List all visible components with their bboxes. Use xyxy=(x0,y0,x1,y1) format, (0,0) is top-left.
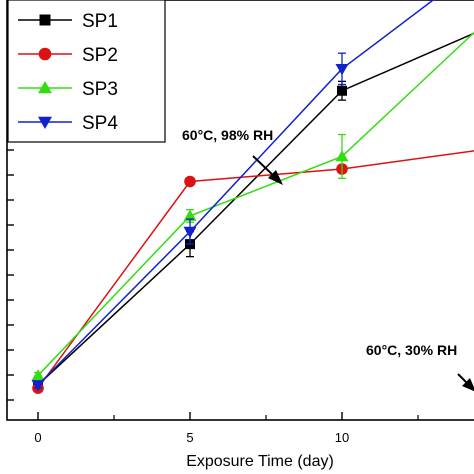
x-axis-title: Exposure Time (day) xyxy=(186,453,334,470)
legend-label: SP4 xyxy=(82,113,118,134)
x-axis-ticks: 0 5 10 xyxy=(34,412,419,445)
data-point xyxy=(335,149,349,162)
legend-marker xyxy=(38,47,52,61)
x-tick-label: 0 xyxy=(34,430,41,445)
annotation-98rh-arrowhead xyxy=(268,170,283,185)
plot-frame xyxy=(6,0,474,421)
legend-item-sp2: SP2 xyxy=(18,45,118,66)
annotation-30rh: 60°C, 30% RH xyxy=(366,342,474,392)
legend-marker xyxy=(38,81,52,94)
data-point xyxy=(184,175,196,188)
data-point xyxy=(183,226,197,239)
annotation-98rh-text: 60°C, 98% RH xyxy=(182,127,273,143)
annotation-30rh-text: 60°C, 30% RH xyxy=(366,342,457,358)
legend-label: SP1 xyxy=(82,11,118,32)
series-line xyxy=(37,31,474,377)
x-tick-label: 5 xyxy=(186,430,193,445)
series-sp4 xyxy=(31,0,435,392)
legend-marker xyxy=(39,14,51,26)
data-point xyxy=(31,380,45,392)
data-point xyxy=(335,63,349,76)
data-point xyxy=(183,209,197,221)
annotation-30rh-arrowhead xyxy=(462,378,474,392)
legend-box xyxy=(7,0,166,143)
legend-item-sp1: SP1 xyxy=(18,11,118,32)
legend-label: SP2 xyxy=(82,45,118,66)
data-point xyxy=(31,369,45,381)
legend-label: SP3 xyxy=(82,79,118,100)
series-sp3 xyxy=(31,31,474,381)
series-line xyxy=(37,0,435,386)
series-line xyxy=(37,150,474,389)
annotation-98rh: 60°C, 98% RH xyxy=(182,127,283,185)
legend-item-sp3: SP3 xyxy=(18,79,118,100)
legend-marker xyxy=(38,116,52,129)
x-tick-label: 10 xyxy=(335,430,349,445)
legend-item-sp4: SP4 xyxy=(18,113,118,134)
data-point xyxy=(337,85,347,96)
legend: SP1 SP2 SP3 SP4 xyxy=(7,0,166,143)
